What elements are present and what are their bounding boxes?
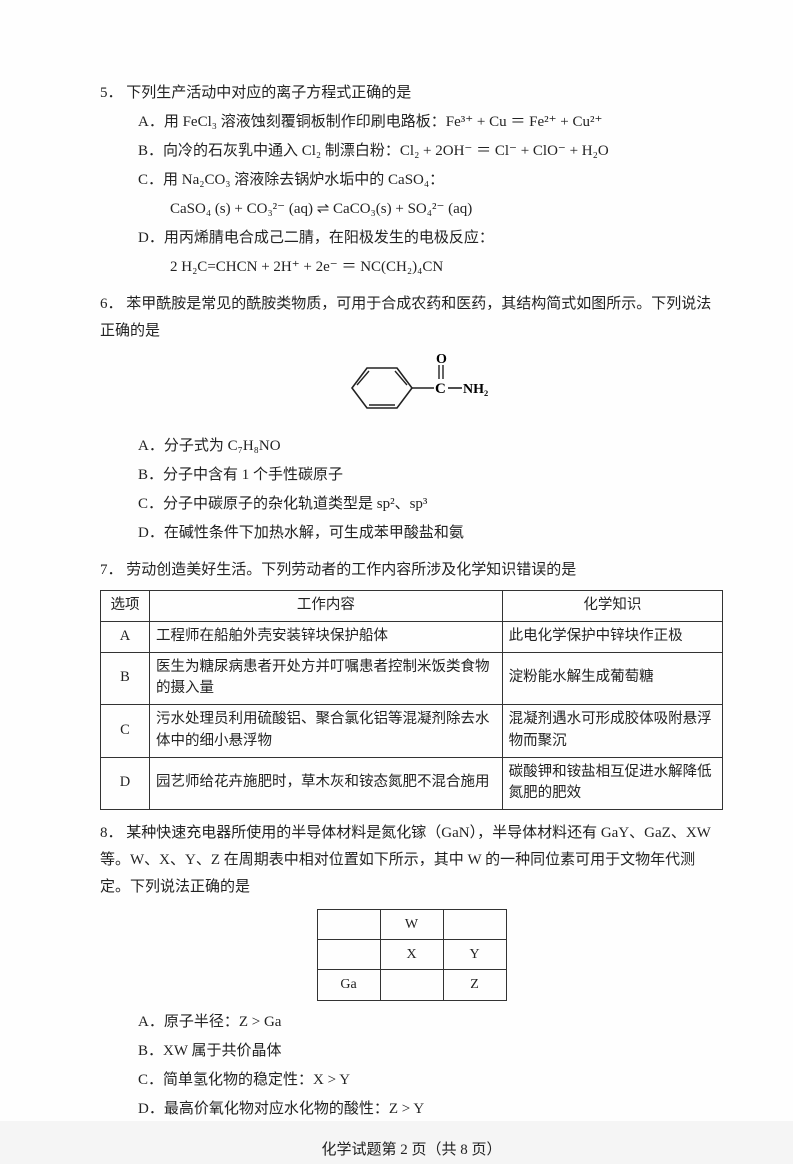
cell-c-knowledge: 混凝剂遇水可形成胶体吸附悬浮物而聚沉 (502, 705, 722, 758)
table-row-b: B 医生为糖尿病患者开处方并叮嘱患者控制米饭类食物的摄入量 淀粉能水解生成葡萄糖 (101, 652, 723, 705)
th-work: 工作内容 (150, 591, 503, 622)
th-knowledge: 化学知识 (502, 591, 722, 622)
exam-page: 5． 下列生产活动中对应的离子方程式正确的是 A．用 FeCl₃ 溶液蚀刻覆铜板… (0, 0, 793, 1121)
cell-z: Z (443, 970, 506, 1000)
th-option: 选项 (101, 591, 150, 622)
cell-y: Y (443, 940, 506, 970)
q5-option-d-line1: D．用丙烯腈电合成己二腈，在阳极发生的电极反应： (100, 225, 723, 252)
benzamide-structure: C O NH₂ (100, 351, 723, 425)
cell-a-knowledge: 此电化学保护中锌块作正极 (502, 621, 722, 652)
molecule-icon: C O NH₂ (332, 351, 492, 425)
q6-option-b: B．分子中含有 1 个手性碳原子 (100, 462, 723, 489)
cell-c-opt: C (101, 705, 150, 758)
q6-option-d: D．在碱性条件下加热水解，可生成苯甲酸盐和氨 (100, 520, 723, 547)
question-6: 6． 苯甲酰胺是常见的酰胺类物质，可用于合成农药和医药，其结构简式如图所示。下列… (100, 291, 723, 547)
q8-option-c: C．简单氢化物的稳定性：X > Y (100, 1067, 723, 1094)
mol-nh2-label: NH₂ (463, 382, 488, 397)
q6-stem: 苯甲酰胺是常见的酰胺类物质，可用于合成农药和医药，其结构简式如图所示。下列说法正… (100, 296, 711, 339)
q6-number: 6． (100, 296, 123, 312)
mol-o-label: O (436, 352, 447, 367)
cell-d-knowledge: 碳酸钾和铵盐相互促进水解降低氮肥的肥效 (502, 757, 722, 810)
cell-empty-3 (317, 940, 380, 970)
cell-a-opt: A (101, 621, 150, 652)
q5-option-c-line1: C．用 Na₂CO₃ 溶液除去锅炉水垢中的 CaSO₄： (100, 167, 723, 194)
cell-w: W (380, 910, 443, 940)
q7-stem: 劳动创造美好生活。下列劳动者的工作内容所涉及化学知识错误的是 (126, 562, 576, 578)
periodic-row-2: X Y (317, 940, 506, 970)
cell-empty-2 (443, 910, 506, 940)
mol-c-label: C (435, 381, 446, 397)
table-row-d: D 园艺师给花卉施肥时，草木灰和铵态氮肥不混合施用 碳酸钾和铵盐相互促进水解降低… (101, 757, 723, 810)
cell-empty-4 (380, 970, 443, 1000)
q6-option-a: A．分子式为 C₇H₈NO (100, 433, 723, 460)
cell-ga: Ga (317, 970, 380, 1000)
cell-x: X (380, 940, 443, 970)
periodic-mini-table: W X Y Ga Z (317, 909, 507, 1001)
periodic-row-1: W (317, 910, 506, 940)
q8-option-a: A．原子半径：Z > Ga (100, 1009, 723, 1036)
cell-empty-1 (317, 910, 380, 940)
q5-option-d-line2: 2 H₂C=CHCN + 2H⁺ + 2e⁻ ＝ NC(CH₂)₄CN (100, 254, 723, 281)
q8-stem: 某种快速充电器所使用的半导体材料是氮化镓（GaN），半导体材料还有 GaY、Ga… (100, 825, 711, 895)
q8-option-d: D．最高价氧化物对应水化物的酸性：Z > Y (100, 1096, 723, 1123)
q5-option-c-line2: CaSO₄ (s) + CO₃²⁻ (aq) ⇌ CaCO₃(s) + SO₄²… (100, 196, 723, 223)
q5-option-b: B．向冷的石灰乳中通入 Cl₂ 制漂白粉：Cl₂ + 2OH⁻ ＝ Cl⁻ + … (100, 138, 723, 165)
cell-d-opt: D (101, 757, 150, 810)
cell-b-work: 医生为糖尿病患者开处方并叮嘱患者控制米饭类食物的摄入量 (150, 652, 503, 705)
page-footer: 化学试题第 2 页（共 8 页） (100, 1137, 723, 1164)
question-7: 7． 劳动创造美好生活。下列劳动者的工作内容所涉及化学知识错误的是 选项 工作内… (100, 557, 723, 810)
table-row-a: A 工程师在船舶外壳安装锌块保护船体 此电化学保护中锌块作正极 (101, 621, 723, 652)
cell-c-work: 污水处理员利用硫酸铝、聚合氯化铝等混凝剂除去水体中的细小悬浮物 (150, 705, 503, 758)
question-8: 8． 某种快速充电器所使用的半导体材料是氮化镓（GaN），半导体材料还有 GaY… (100, 820, 723, 1123)
cell-b-knowledge: 淀粉能水解生成葡萄糖 (502, 652, 722, 705)
q5-option-a: A．用 FeCl₃ 溶液蚀刻覆铜板制作印刷电路板：Fe³⁺ + Cu ＝ Fe²… (100, 109, 723, 136)
cell-a-work: 工程师在船舶外壳安装锌块保护船体 (150, 621, 503, 652)
q7-number: 7． (100, 562, 123, 578)
cell-d-work: 园艺师给花卉施肥时，草木灰和铵态氮肥不混合施用 (150, 757, 503, 810)
q5-stem: 下列生产活动中对应的离子方程式正确的是 (126, 85, 411, 101)
table-header-row: 选项 工作内容 化学知识 (101, 591, 723, 622)
q7-table: 选项 工作内容 化学知识 A 工程师在船舶外壳安装锌块保护船体 此电化学保护中锌… (100, 590, 723, 810)
question-5: 5． 下列生产活动中对应的离子方程式正确的是 A．用 FeCl₃ 溶液蚀刻覆铜板… (100, 80, 723, 281)
q8-option-b: B．XW 属于共价晶体 (100, 1038, 723, 1065)
cell-b-opt: B (101, 652, 150, 705)
q8-number: 8． (100, 825, 123, 841)
table-row-c: C 污水处理员利用硫酸铝、聚合氯化铝等混凝剂除去水体中的细小悬浮物 混凝剂遇水可… (101, 705, 723, 758)
q6-option-c: C．分子中碳原子的杂化轨道类型是 sp²、sp³ (100, 491, 723, 518)
periodic-row-3: Ga Z (317, 970, 506, 1000)
q5-number: 5． (100, 85, 123, 101)
